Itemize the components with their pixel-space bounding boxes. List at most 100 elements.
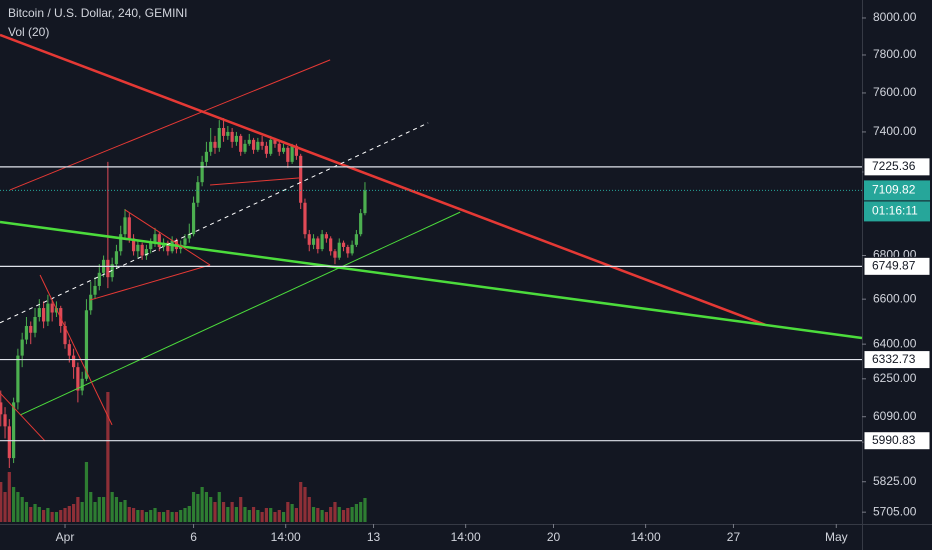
candle-body (200, 161, 204, 183)
x-tick-label: 20 (547, 530, 561, 544)
trend-line (0, 33, 766, 327)
volume-bar (243, 507, 247, 522)
axes: 8000.007800.007600.007400.007200.006800.… (56, 10, 931, 544)
candle-body (346, 246, 350, 254)
y-tick-label: 6250.00 (873, 371, 917, 385)
candle-body (294, 145, 299, 156)
volume-bar (29, 507, 33, 522)
volume-bar (149, 510, 153, 522)
volume-bar (264, 508, 269, 522)
candle-body (239, 135, 243, 152)
volume-bar (37, 507, 41, 522)
volume-bar (299, 482, 303, 522)
volume-bar (247, 510, 251, 522)
candle-body (131, 238, 136, 252)
trend-line (19, 211, 461, 416)
candle-body (316, 238, 320, 250)
y-tick-label: 5825.00 (873, 474, 917, 488)
volume-bar (16, 492, 20, 522)
y-tick-label: 7600.00 (873, 85, 917, 99)
candle-body (226, 131, 230, 136)
level-label-box (863, 256, 931, 276)
volume-bar (80, 502, 84, 522)
candle-body (217, 127, 221, 148)
candle-body (269, 139, 273, 154)
x-tick-label: 14:00 (271, 530, 301, 544)
y-tick-label: 6400.00 (873, 336, 917, 350)
candle-body (166, 242, 170, 252)
trend-line (0, 392, 46, 442)
x-tick-label: 13 (367, 530, 381, 544)
volume-bar (12, 487, 16, 522)
candle-body (136, 244, 140, 252)
candle-body (20, 339, 24, 356)
plot (0, 33, 863, 522)
volume-bar (179, 510, 183, 522)
volume-bar (303, 487, 307, 522)
candle-body (277, 143, 281, 152)
candle-body (16, 355, 20, 403)
volume-bar (204, 492, 209, 522)
volume-bar (320, 510, 324, 522)
candle-body (67, 344, 71, 356)
x-tick-label: Apr (56, 530, 75, 544)
candle-body (187, 234, 191, 239)
volume-bar (123, 500, 127, 522)
candle-body (97, 272, 101, 286)
candle-body (311, 238, 316, 245)
candle-body (221, 127, 226, 136)
candle-body (106, 259, 110, 278)
candle-body (93, 285, 97, 295)
volume-bar (311, 507, 316, 522)
trend-line (0, 122, 429, 324)
candle-body (204, 151, 209, 162)
volume-bar (89, 492, 93, 522)
candle-body (50, 303, 54, 313)
volume-bar (363, 498, 367, 522)
level-label: 7225.36 (872, 159, 916, 173)
volume-bar (59, 510, 63, 522)
volume-bar (226, 507, 230, 522)
candle-body (12, 402, 16, 459)
volume-bar (157, 512, 161, 522)
volume-bar (41, 510, 46, 522)
candle-body (3, 414, 7, 427)
volume-bar (127, 507, 131, 522)
x-tick-label: May (825, 530, 848, 544)
candle-body (230, 131, 234, 142)
candle-body (0, 402, 3, 415)
candle-body (350, 244, 354, 254)
volume-bar (161, 512, 166, 522)
level-label-box (863, 350, 931, 370)
level-label: 6332.73 (872, 352, 916, 366)
candle-body (123, 217, 127, 235)
candle-body (243, 143, 247, 152)
volume-bar (106, 392, 110, 522)
volume-bar (76, 497, 80, 522)
volume-bar (294, 508, 299, 522)
price-label: 7109.82 (872, 183, 916, 197)
x-tick-label: 14:00 (631, 530, 661, 544)
volume-bar (84, 462, 89, 522)
candle-body (251, 139, 256, 150)
candle-body (256, 141, 260, 150)
volume-bar (174, 512, 179, 522)
volume-bar (24, 502, 29, 522)
trend-line (89, 264, 211, 301)
y-tick-label: 6090.00 (873, 409, 917, 423)
volume-bar (251, 507, 256, 522)
candle-body (140, 244, 144, 256)
y-tick-label: 6600.00 (873, 291, 917, 305)
y-tick-label: 7400.00 (873, 124, 917, 138)
volume-bar (50, 512, 54, 522)
candle-body (324, 234, 328, 239)
volume-bar (136, 510, 140, 522)
candle-body (153, 234, 157, 243)
volume-bar (166, 510, 170, 522)
candle-body (41, 308, 46, 322)
candle-body (33, 316, 37, 333)
volume-bar (93, 502, 97, 522)
candle-body (37, 308, 41, 317)
